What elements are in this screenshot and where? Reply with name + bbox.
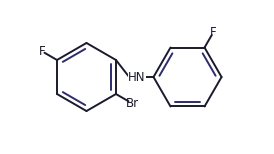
Text: Br: Br bbox=[125, 97, 139, 110]
Text: F: F bbox=[39, 45, 45, 58]
Text: HN: HN bbox=[128, 71, 146, 83]
Text: F: F bbox=[210, 26, 217, 39]
